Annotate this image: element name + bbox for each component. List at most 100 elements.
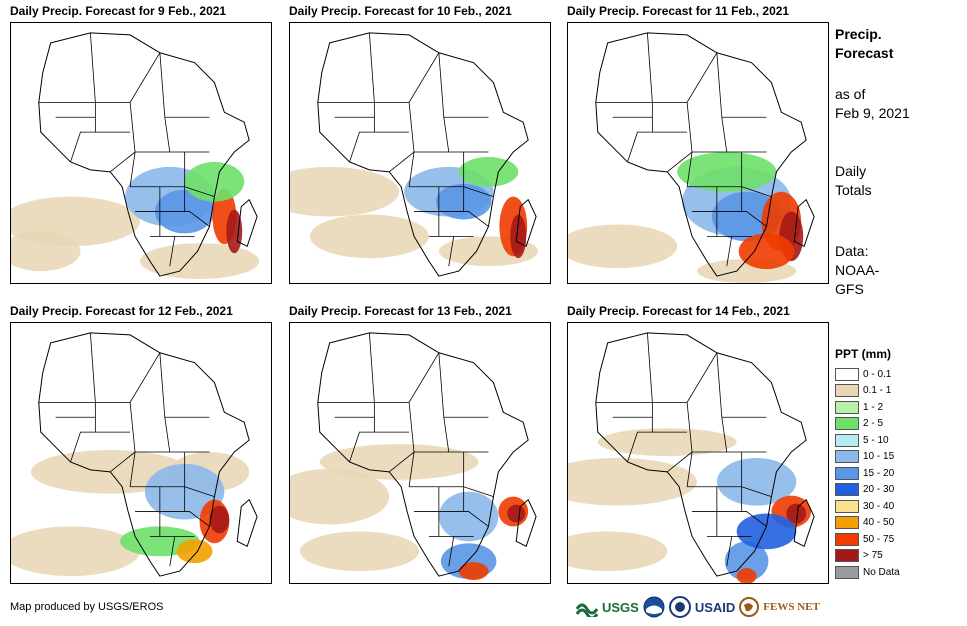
dry-precip-area — [11, 526, 140, 577]
legend-swatch: 15 - 20 — [835, 466, 894, 480]
country-border — [414, 511, 489, 527]
info-title-line2: Forecast — [835, 45, 894, 61]
country-border — [686, 402, 693, 453]
madagascar-outline — [793, 198, 815, 247]
legend-label: 20 - 30 — [863, 484, 895, 495]
usgs-logo-icon — [576, 603, 598, 617]
info-asof-line2: Feb 9, 2021 — [835, 105, 910, 121]
wet-precip-area — [677, 152, 777, 192]
dry-precip-area — [140, 243, 260, 280]
country-border — [159, 352, 210, 418]
legend-label: 50 - 75 — [863, 533, 895, 545]
country-border — [721, 417, 728, 453]
country-border — [692, 211, 767, 227]
info-data-line3: GFS — [835, 281, 864, 297]
legend-item: 15 - 20 — [835, 466, 894, 480]
legend-label: No Data — [863, 566, 900, 578]
legend-item: 30 - 40 — [835, 499, 894, 513]
country-border — [159, 52, 210, 118]
legend-item: 20 - 30 — [835, 483, 894, 497]
wet-precip-area — [458, 562, 489, 581]
info-title-line1: Precip. — [835, 26, 882, 42]
legend-item: 50 - 75 — [835, 532, 894, 546]
legend-label: 5 - 10 — [863, 434, 889, 446]
map-credit: Map produced by USGS/EROS — [10, 601, 164, 613]
forecast-map-6 — [567, 322, 829, 584]
country-border — [443, 117, 450, 153]
country-border — [129, 402, 136, 453]
country-border — [135, 211, 210, 227]
legend-item: No Data — [835, 565, 900, 579]
country-border — [408, 151, 415, 187]
legend-title: PPT (mm) — [835, 347, 892, 361]
coastline — [38, 332, 250, 577]
info-asof-line1: as of — [835, 86, 866, 102]
panel-title-5: Daily Precip. Forecast for 13 Feb., 2021 — [289, 304, 512, 318]
legend-swatch: 20 - 30 — [835, 483, 894, 496]
fews-net-logo-text: FEWS NET — [763, 601, 820, 613]
legend-item: 0 - 0.1 — [835, 367, 891, 381]
panel-title-2: Daily Precip. Forecast for 10 Feb., 2021 — [289, 4, 512, 18]
legend-label: 30 - 40 — [863, 500, 895, 512]
coastline — [595, 32, 807, 277]
country-border — [627, 131, 688, 163]
country-border — [726, 236, 733, 267]
country-border — [448, 236, 455, 267]
country-border — [349, 431, 410, 463]
dry-precip-area — [309, 214, 429, 259]
legend-swatch: 0 - 0.1 — [835, 367, 891, 381]
coastline — [317, 332, 529, 577]
info-data-line2: NOAA- — [835, 262, 880, 278]
country-border — [109, 151, 210, 173]
partner-logos: USGS USAID FEWS NET — [576, 594, 820, 620]
forecast-map-5 — [289, 322, 551, 584]
legend-label: 15 - 20 — [863, 467, 895, 479]
country-border — [70, 431, 131, 463]
country-border — [438, 52, 489, 118]
legend-swatch: 1 - 2 — [835, 400, 883, 414]
wet-precip-area — [438, 491, 499, 542]
legend-label: 0 - 0.1 — [863, 368, 892, 380]
country-border — [627, 431, 688, 463]
legend-item: 1 - 2 — [835, 400, 883, 414]
panel-title-3: Daily Precip. Forecast for 11 Feb., 2021 — [567, 4, 790, 18]
usaid-seal-icon — [668, 596, 691, 618]
forecast-map-2 — [289, 22, 551, 284]
country-border — [89, 332, 161, 403]
legend-item: 0.1 - 1 — [835, 384, 891, 398]
legend-swatch: 5 - 10 — [835, 433, 889, 447]
country-border — [368, 332, 440, 403]
legend-item: 40 - 50 — [835, 516, 894, 530]
country-border — [169, 536, 176, 567]
panel-title-6: Daily Precip. Forecast for 14 Feb., 2021 — [567, 304, 790, 318]
legend-item: 2 - 5 — [835, 417, 883, 431]
country-border — [70, 131, 131, 163]
legend-label: 1 - 2 — [863, 401, 884, 413]
country-border — [686, 451, 693, 487]
country-border — [408, 102, 415, 153]
wet-precip-area — [736, 513, 797, 550]
madagascar-outline — [236, 498, 258, 547]
info-title: Precip. Forecast — [835, 25, 893, 63]
country-border — [692, 511, 767, 527]
info-data-source: Data: NOAA- GFS — [835, 242, 879, 299]
wet-precip-area — [458, 156, 519, 187]
country-border — [129, 451, 136, 487]
country-border — [388, 151, 489, 173]
madagascar-outline — [515, 198, 537, 247]
info-totals-line1: Daily — [835, 163, 867, 179]
dry-precip-area — [568, 531, 668, 572]
country-border — [721, 117, 728, 153]
country-border — [368, 32, 440, 103]
country-border — [716, 352, 767, 418]
panel-title-1: Daily Precip. Forecast for 9 Feb., 2021 — [10, 4, 227, 18]
country-border — [408, 402, 415, 453]
wet-precip-area — [786, 503, 807, 524]
country-border — [164, 117, 171, 153]
wet-precip-area — [209, 505, 230, 534]
legend-swatch: 40 - 50 — [835, 516, 894, 529]
dry-precip-area — [319, 444, 479, 480]
fews-net-globe-icon — [739, 597, 760, 617]
country-border — [164, 417, 171, 453]
country-border — [666, 451, 767, 473]
